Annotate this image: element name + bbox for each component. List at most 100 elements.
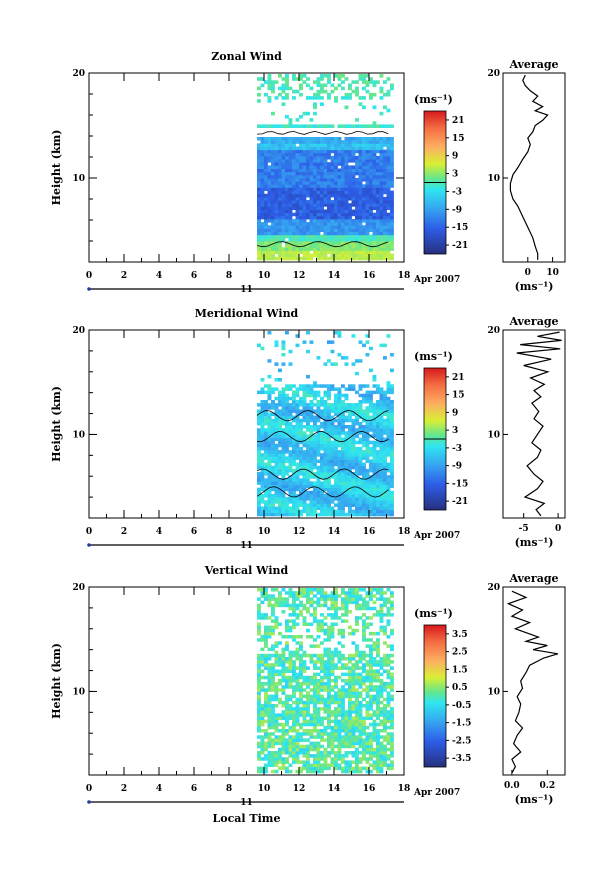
heatmap-cell xyxy=(362,428,366,432)
heatmap-cell xyxy=(299,591,303,595)
heatmap-cell xyxy=(334,763,338,767)
heatmap-cell xyxy=(309,713,314,717)
heatmap-cell xyxy=(334,149,338,154)
contour-line xyxy=(256,468,389,480)
heatmap-cell xyxy=(278,450,282,454)
heatmap-cell xyxy=(348,588,352,592)
heatmap-cell xyxy=(355,616,359,620)
heatmap-cell xyxy=(386,741,391,746)
heatmap-cell xyxy=(271,222,275,226)
heatmap-cell xyxy=(260,735,265,739)
heatmap-cell xyxy=(376,685,380,689)
heatmap-cell xyxy=(278,622,282,626)
heatmap-cell xyxy=(369,225,373,229)
heatmap-cell xyxy=(351,725,356,730)
heatmap-cell xyxy=(362,247,366,251)
heatmap-cell xyxy=(327,256,331,261)
heatmap-cell xyxy=(257,603,261,608)
heatmap-cell xyxy=(379,754,384,758)
heatmap-cell xyxy=(372,732,377,736)
heatmap-cell xyxy=(278,200,282,204)
heatmap-cell xyxy=(299,459,303,463)
heatmap-cell xyxy=(309,503,314,507)
heatmap-cell xyxy=(271,209,275,214)
heatmap-cell xyxy=(372,222,377,226)
heatmap-cell xyxy=(369,678,373,683)
heatmap-cell xyxy=(274,484,279,489)
heatmap-cell xyxy=(376,415,380,420)
heatmap-cell xyxy=(316,178,321,182)
heatmap-cell xyxy=(376,631,380,636)
heatmap-cell xyxy=(323,149,328,154)
heatmap-cell xyxy=(267,716,272,720)
heatmap-cell xyxy=(337,171,342,176)
heatmap-cell xyxy=(313,231,317,236)
heatmap-cell xyxy=(288,146,293,151)
heatmap-cell xyxy=(330,635,335,639)
heatmap-cell xyxy=(334,168,338,173)
heatmap-cell xyxy=(302,506,307,510)
heatmap-cell xyxy=(267,512,272,517)
heatmap-cell xyxy=(369,757,373,761)
heatmap-cell xyxy=(365,594,370,598)
heatmap-cell xyxy=(337,653,342,658)
heatmap-cell xyxy=(386,443,391,448)
heatmap-cell xyxy=(260,209,265,214)
heatmap-cell xyxy=(362,105,366,110)
heatmap-cell xyxy=(390,666,394,670)
heatmap-cell xyxy=(358,594,363,598)
heatmap-cell xyxy=(386,663,391,667)
heatmap-cell xyxy=(264,478,268,482)
heatmap-cell xyxy=(278,206,282,210)
heatmap-cell xyxy=(334,675,338,680)
heatmap-cell xyxy=(334,478,338,482)
heatmap-cell xyxy=(327,606,331,611)
heatmap-cell xyxy=(299,212,303,217)
heatmap-cell xyxy=(337,152,342,157)
heatmap-cell xyxy=(260,704,265,708)
heatmap-cell xyxy=(271,206,275,210)
heatmap-cell xyxy=(271,143,275,147)
heatmap-cell xyxy=(309,722,314,727)
heatmap-cell xyxy=(365,606,370,611)
heatmap-cell xyxy=(362,256,366,261)
heatmap-cell xyxy=(320,241,324,245)
heatmap-cell xyxy=(369,206,373,210)
heatmap-cell xyxy=(376,253,380,258)
heatmap-cell xyxy=(348,159,352,163)
heatmap-cell xyxy=(327,666,331,670)
heatmap-cell xyxy=(316,484,321,489)
heatmap-cell xyxy=(383,456,387,460)
heatmap-cell xyxy=(257,597,261,601)
heatmap-cell xyxy=(313,694,317,699)
heatmap-cell xyxy=(330,603,335,608)
heatmap-cell xyxy=(264,591,268,595)
heatmap-cell xyxy=(327,203,331,207)
heatmap-cell xyxy=(264,406,268,410)
heatmap-cell xyxy=(295,152,300,157)
y-axis-label: Height (km) xyxy=(50,130,63,206)
heatmap-cell xyxy=(358,178,363,182)
heatmap-cell xyxy=(295,657,300,661)
heatmap-cell xyxy=(383,735,387,739)
heatmap-cell xyxy=(309,744,314,749)
heatmap-cell xyxy=(299,487,303,492)
heatmap-cell xyxy=(330,663,335,667)
heatmap-cell xyxy=(309,200,314,204)
heatmap-cell xyxy=(306,503,310,507)
heatmap-cell xyxy=(302,694,307,699)
heatmap-cell xyxy=(288,741,293,746)
heatmap-cell xyxy=(267,672,272,677)
heatmap-cell xyxy=(327,744,331,749)
heatmap-cell xyxy=(267,468,272,473)
heatmap-cell xyxy=(313,619,317,623)
heatmap-cell xyxy=(264,400,268,404)
heatmap-cell xyxy=(257,256,261,261)
heatmap-cell xyxy=(327,384,331,388)
heatmap-cell xyxy=(309,140,314,144)
heatmap-cell xyxy=(306,769,310,774)
heatmap-cell xyxy=(285,184,289,188)
heatmap-cell xyxy=(281,152,286,157)
heatmap-cell xyxy=(372,409,377,413)
heatmap-cell xyxy=(323,638,328,642)
